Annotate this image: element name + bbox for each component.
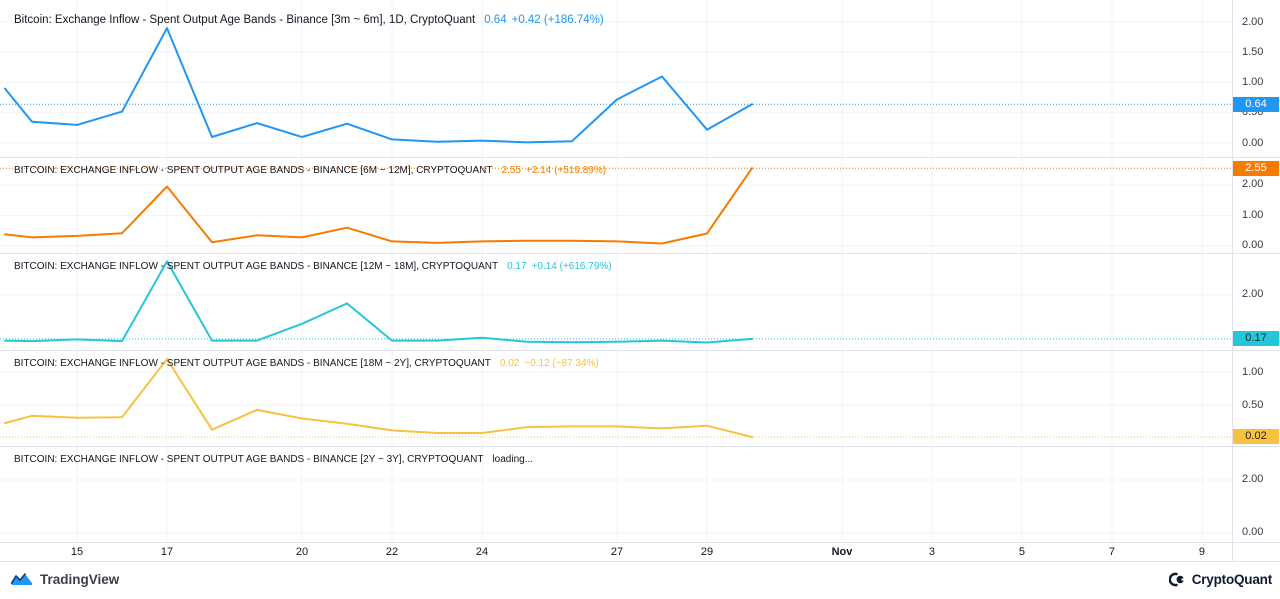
time-tick-label: 9 — [1198, 546, 1206, 558]
pane-title-text: BITCOIN: EXCHANGE INFLOW - SPENT OUTPUT … — [14, 454, 484, 465]
price-tick-label: 1.50 — [1242, 45, 1264, 58]
price-tick-label: 1.00 — [1242, 76, 1264, 89]
time-tick-label: Nov — [831, 546, 853, 558]
tradingview-logo[interactable]: TradingView — [10, 572, 119, 587]
pane-change: +2.14 (+519.89%) — [525, 165, 607, 176]
price-badge: 0.17 — [1233, 331, 1279, 347]
chart-area[interactable]: Bitcoin: Exchange Inflow - Spent Output … — [0, 0, 1280, 562]
pane-title-text: BITCOIN: EXCHANGE INFLOW - SPENT OUTPUT … — [14, 358, 491, 369]
pane-title-18m-2y: BITCOIN: EXCHANGE INFLOW - SPENT OUTPUT … — [14, 358, 599, 369]
price-badge: 2.55 — [1233, 160, 1279, 176]
pane-value: 2.55 — [501, 165, 521, 176]
pane-title-6m-12m: BITCOIN: EXCHANGE INFLOW - SPENT OUTPUT … — [14, 165, 606, 176]
price-tick-label: 2.00 — [1242, 178, 1264, 191]
time-tick-label: 22 — [385, 546, 399, 558]
pane-title-text: BITCOIN: EXCHANGE INFLOW - SPENT OUTPUT … — [14, 165, 493, 176]
pane-value: 0.64 — [484, 14, 507, 26]
series-line-exchange-inflow-3m-6m — [4, 27, 753, 144]
price-badge: 0.64 — [1233, 96, 1279, 112]
time-tick-label: 24 — [475, 546, 489, 558]
time-tick-label: 27 — [610, 546, 624, 558]
pane-title-text: BITCOIN: EXCHANGE INFLOW - SPENT OUTPUT … — [14, 261, 499, 272]
footer: TradingView CryptoQuant — [0, 562, 1280, 599]
pane-value: 0.17 — [507, 261, 527, 272]
time-tick-label: 3 — [928, 546, 936, 558]
price-tick-label: 2.00 — [1242, 288, 1264, 301]
price-axis[interactable]: 2.00 1.50 1.00 0.50 0.00 0.64 2.00 1.00 0.00 2.55… — [1232, 0, 1280, 542]
series-line-exchange-inflow-12m-18m — [4, 260, 753, 344]
price-tick-label: 0.50 — [1242, 398, 1264, 411]
price-tick-label: 0.00 — [1242, 526, 1264, 539]
price-tick-label: 0.00 — [1242, 239, 1264, 252]
series-line-exchange-inflow-6m-12m — [4, 167, 753, 245]
pane-change: −0.12 (−87.34%) — [524, 358, 599, 369]
time-tick-label: 7 — [1108, 546, 1116, 558]
tradingview-icon — [10, 572, 32, 585]
time-tick-label: 29 — [700, 546, 714, 558]
pane-title-12m-18m: BITCOIN: EXCHANGE INFLOW - SPENT OUTPUT … — [14, 261, 612, 272]
tradingview-label: TradingView — [40, 572, 120, 587]
price-tick-label: 2.00 — [1242, 473, 1264, 486]
time-tick-label: 20 — [295, 546, 309, 558]
cryptoquant-icon — [1168, 572, 1186, 587]
time-axis[interactable]: 15 17 20 22 24 27 29 Nov 3 5 7 9 — [0, 542, 1232, 562]
price-badge: 0.02 — [1233, 429, 1279, 445]
chart-canvas[interactable] — [0, 0, 1280, 562]
pane-title-3m-6m: Bitcoin: Exchange Inflow - Spent Output … — [14, 14, 604, 26]
time-tick-label: 15 — [70, 546, 84, 558]
pane-title-text: Bitcoin: Exchange Inflow - Spent Output … — [14, 14, 476, 26]
series-line-exchange-inflow-18m-2y — [4, 358, 753, 438]
pane-title-2y-3y: BITCOIN: EXCHANGE INFLOW - SPENT OUTPUT … — [14, 454, 533, 465]
pane-change: +0.14 (+616.79%) — [531, 261, 612, 272]
cryptoquant-label: CryptoQuant — [1191, 572, 1272, 587]
pane-loading-status: loading... — [492, 454, 534, 465]
pane-value: 0.02 — [499, 358, 520, 369]
price-tick-label: 1.00 — [1242, 365, 1264, 378]
pane-change: +0.42 (+186.74%) — [511, 14, 604, 26]
price-tick-label: 2.00 — [1242, 15, 1264, 28]
price-tick-label: 1.00 — [1242, 208, 1264, 221]
time-tick-label: 17 — [160, 546, 174, 558]
price-tick-label: 0.00 — [1242, 136, 1264, 149]
cryptoquant-logo[interactable]: CryptoQuant — [1168, 572, 1272, 587]
time-tick-label: 5 — [1018, 546, 1026, 558]
